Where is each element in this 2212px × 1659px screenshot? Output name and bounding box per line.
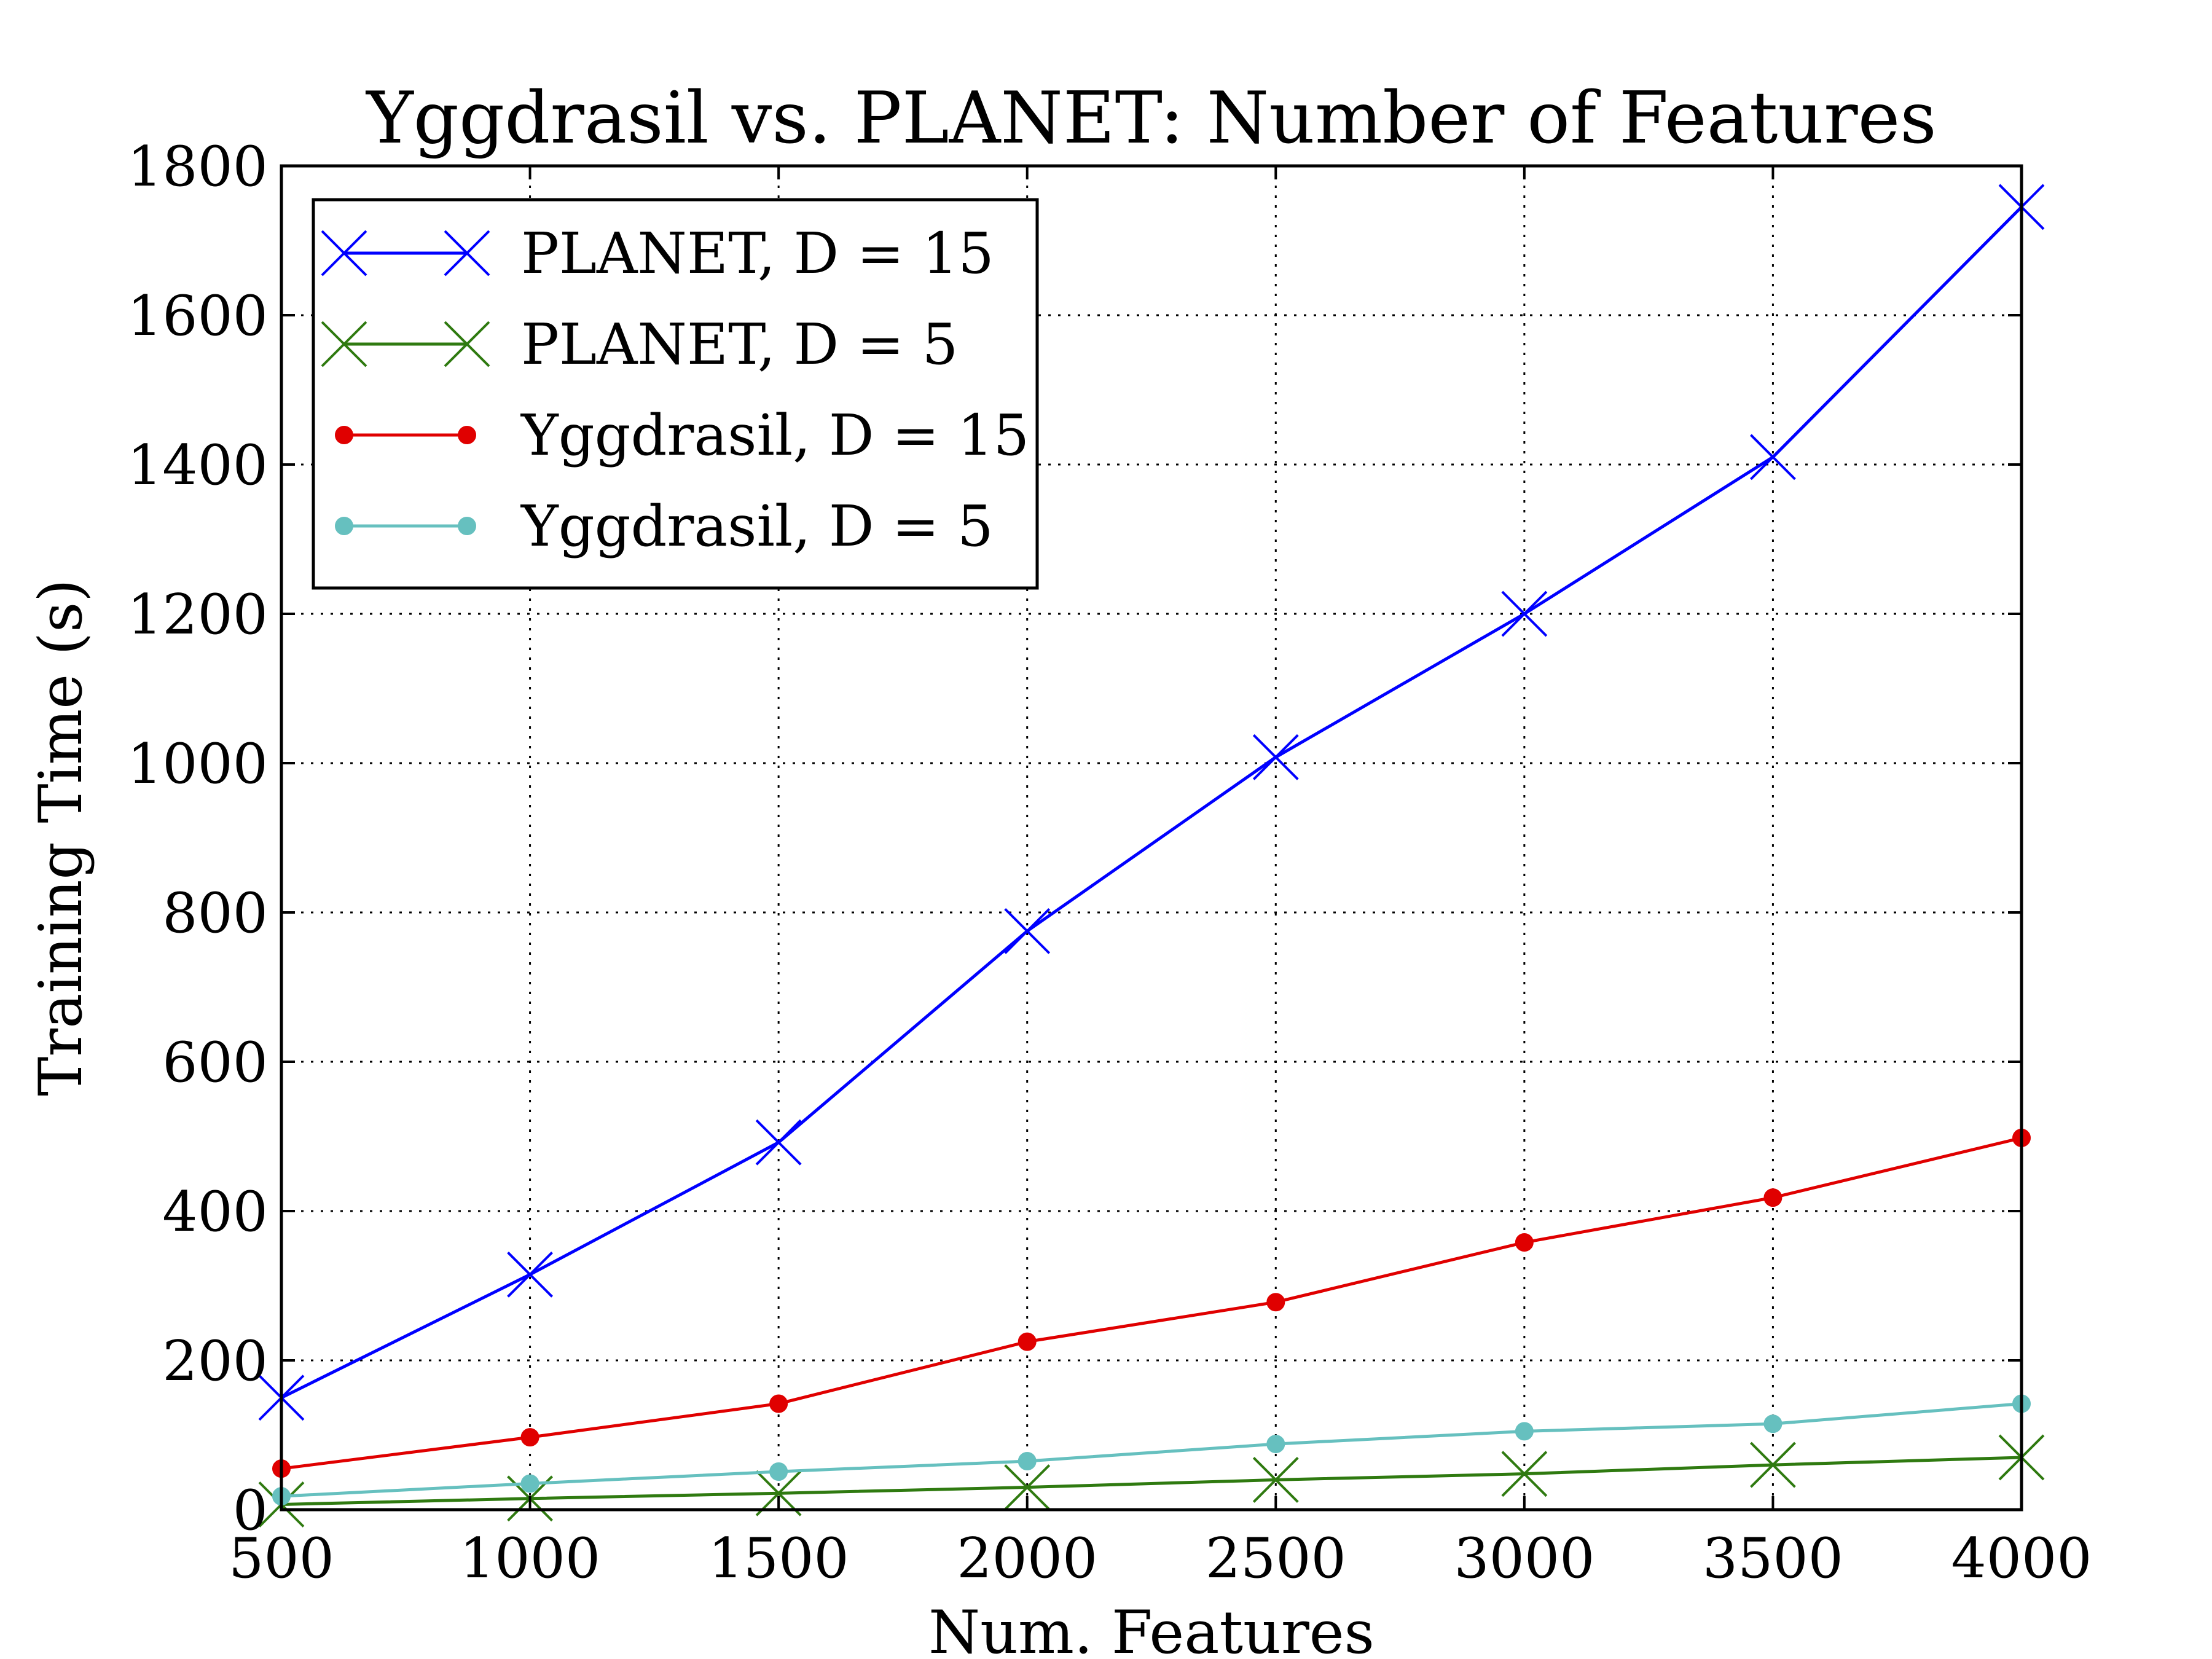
y-tick-label: 1000 [127, 732, 268, 796]
data-point [1266, 1435, 1285, 1454]
legend-marker [321, 321, 367, 367]
series-line [281, 1402, 2022, 1498]
y-tick-label: 1200 [127, 582, 268, 647]
series-1 [258, 184, 2045, 1421]
x-tick-label: 500 [229, 1526, 334, 1591]
legend-marker [321, 230, 367, 276]
data-point [755, 1119, 802, 1166]
axis-ticks: 500 1000 1500 2000 2500 3000 3500 4000 0 200 400 60… [127, 135, 2092, 1591]
y-tick-label: 800 [162, 881, 268, 946]
series-layer [258, 184, 2045, 1528]
data-point [1004, 1464, 1051, 1510]
data-point [1018, 1452, 1037, 1471]
data-point [1515, 1422, 1534, 1441]
legend-marker [458, 426, 476, 444]
legend-label: Yggdrasil, D = 15 [520, 402, 1029, 468]
data-point [1252, 1456, 1299, 1503]
legend-label: PLANET, D = 5 [521, 312, 958, 377]
legend: PLANET, D = 15 PLANET, D = 5 Yggdrasil, D … [312, 198, 1039, 590]
legend-item: PLANET, D = 5 [321, 312, 958, 377]
legend-marker [335, 517, 353, 535]
legend-item: Yggdrasil, D = 5 [335, 493, 994, 559]
data-point [1252, 734, 1299, 780]
data-point [755, 1470, 802, 1516]
y-tick-label: 1600 [127, 284, 268, 348]
legend-marker [444, 230, 490, 276]
data-point [1004, 908, 1051, 954]
data-point [507, 1251, 553, 1298]
y-tick-label: 0 [233, 1478, 268, 1543]
legend-marker [444, 321, 490, 367]
series-4 [272, 1394, 2031, 1506]
x-tick-label: 3000 [1454, 1526, 1594, 1591]
legend-item: PLANET, D = 15 [321, 221, 994, 286]
y-tick-label: 200 [162, 1329, 268, 1394]
data-point [520, 1474, 539, 1493]
data-point [1018, 1332, 1037, 1351]
y-tick-label: 1800 [127, 135, 268, 199]
data-point [769, 1462, 788, 1481]
y-axis-label: Training Time (s) [26, 579, 95, 1096]
legend-marker [458, 517, 476, 535]
series-line [281, 1136, 2022, 1470]
series-line [281, 1456, 2022, 1506]
data-point [1763, 1188, 1783, 1207]
x-tick-label: 2000 [957, 1526, 1097, 1591]
legend-box [312, 198, 1039, 590]
data-point [769, 1394, 788, 1413]
y-tick-label: 1400 [127, 433, 268, 498]
data-point [1501, 590, 1548, 637]
chart-title: Yggdrasil vs. PLANET: Number of Features [365, 77, 1937, 160]
x-tick-label: 1500 [708, 1526, 849, 1591]
data-point [1763, 1414, 1783, 1433]
legend-label: Yggdrasil, D = 5 [520, 493, 994, 559]
legend-label: PLANET, D = 15 [521, 221, 994, 286]
data-point [1750, 434, 1796, 480]
data-point [1501, 1451, 1548, 1497]
x-tick-label: 4000 [1951, 1526, 2092, 1591]
legend-item: Yggdrasil, D = 15 [335, 402, 1029, 468]
data-point [1750, 1441, 1796, 1488]
x-tick-label: 1000 [460, 1526, 600, 1591]
plot-frame [280, 164, 2023, 1512]
y-tick-label: 600 [162, 1030, 268, 1095]
data-point [1515, 1233, 1534, 1252]
data-point [520, 1428, 539, 1447]
legend-marker [335, 426, 353, 444]
series-line [280, 206, 2023, 1399]
x-axis-label: Num. Features [928, 1598, 1375, 1659]
x-tick-label: 2500 [1206, 1526, 1346, 1591]
data-point [1266, 1293, 1285, 1312]
y-tick-label: 400 [162, 1180, 268, 1244]
x-tick-label: 3500 [1703, 1526, 1843, 1591]
